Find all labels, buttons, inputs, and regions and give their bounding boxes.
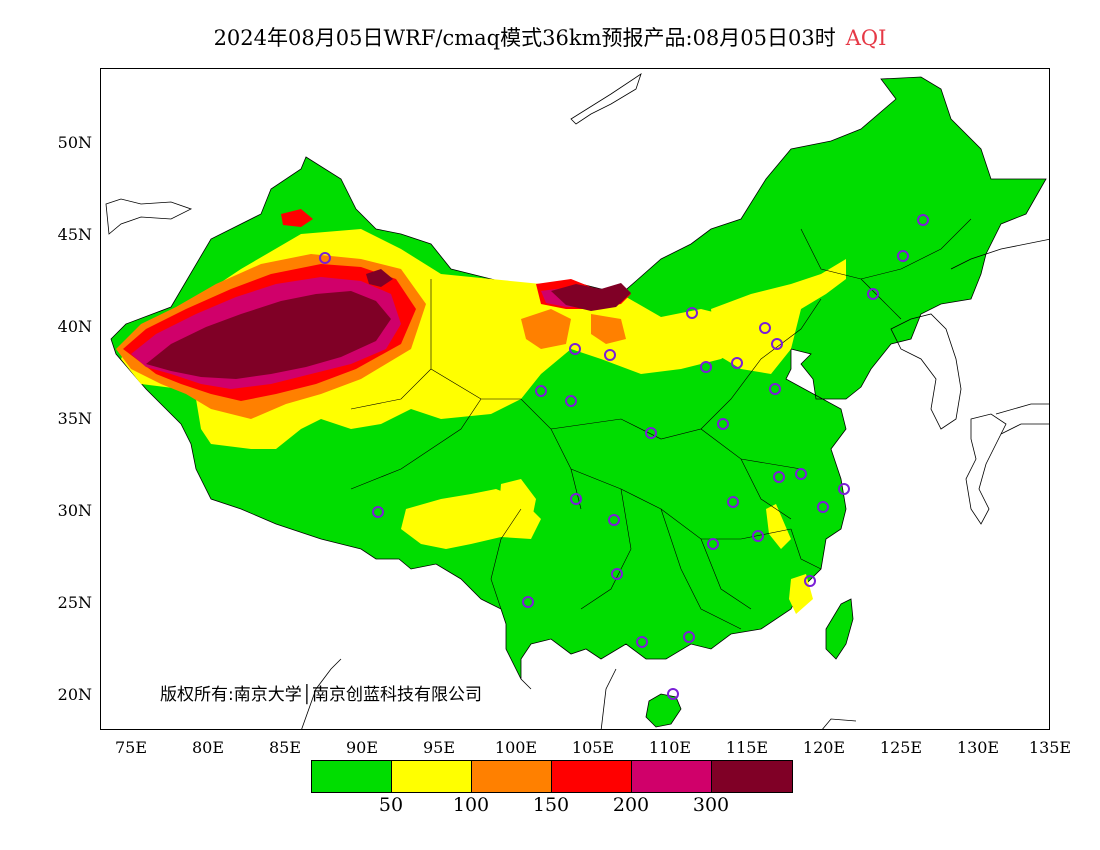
- neighbor-coastlines: [105, 73, 1049, 729]
- hazardous-zone-turpan: [366, 269, 393, 287]
- lon-tick-80e: 80E: [191, 738, 225, 757]
- moderate-zone-sichuan: [499, 479, 536, 529]
- moderate-zone-northchina: [711, 259, 846, 374]
- aqi-legend: [311, 760, 793, 793]
- legend-label-300: 300: [692, 794, 730, 816]
- copyright-text: 版权所有:南京大学│南京创蓝科技有限公司: [160, 685, 482, 705]
- unhealthy-sensitive-zone-inner-mongolia: [521, 309, 626, 349]
- lon-tick-120e: 120E: [802, 738, 846, 757]
- lon-tick-95e: 95E: [422, 738, 456, 757]
- lat-tick-35n: 35N: [57, 409, 92, 428]
- hainan-island: [645, 693, 682, 728]
- map-frame: [100, 68, 1050, 730]
- legend-label-200: 200: [612, 794, 650, 816]
- lon-tick-100e: 100E: [494, 738, 538, 757]
- legend-swatch-100-150: [472, 761, 552, 792]
- legend-swatch-200-300: [632, 761, 712, 792]
- title-main: 2024年08月05日WRF/cmaq模式36km预报产品:08月05日03时: [213, 26, 836, 50]
- title-variable: AQI: [845, 26, 887, 50]
- lat-tick-20n: 20N: [57, 685, 92, 704]
- aqi-map: [105, 73, 1049, 729]
- taiwan-island: [825, 598, 854, 660]
- lon-tick-130e: 130E: [956, 738, 1000, 757]
- map-title: 2024年08月05日WRF/cmaq模式36km预报产品:08月05日03时 A…: [0, 22, 1100, 52]
- lon-tick-105e: 105E: [571, 738, 615, 757]
- legend-swatch-300-plus: [712, 761, 792, 792]
- lat-tick-30n: 30N: [57, 501, 92, 520]
- legend-label-50: 50: [378, 794, 404, 816]
- hazardous-zone-taklimakan: [146, 291, 391, 379]
- city-markers: [319, 214, 929, 700]
- lat-tick-45n: 45N: [57, 225, 92, 244]
- unhealthy-zone-north-xinjiang: [281, 209, 313, 227]
- legend-label-100: 100: [452, 794, 490, 816]
- province-borders: [350, 218, 972, 630]
- lon-tick-125e: 125E: [879, 738, 923, 757]
- lon-tick-110e: 110E: [648, 738, 692, 757]
- hazardous-zone-badain-jaran: [551, 283, 631, 311]
- legend-swatch-0-50: [312, 761, 392, 792]
- lon-tick-75e: 75E: [114, 738, 148, 757]
- lon-tick-115e: 115E: [725, 738, 769, 757]
- lat-tick-50n: 50N: [57, 133, 92, 152]
- lon-tick-85e: 85E: [268, 738, 302, 757]
- legend-swatch-50-100: [392, 761, 472, 792]
- lat-tick-40n: 40N: [57, 317, 92, 336]
- lon-tick-90e: 90E: [345, 738, 379, 757]
- lon-tick-135e: 135E: [1028, 738, 1072, 757]
- lat-tick-25n: 25N: [57, 593, 92, 612]
- legend-swatch-150-200: [552, 761, 632, 792]
- legend-label-150: 150: [532, 794, 570, 816]
